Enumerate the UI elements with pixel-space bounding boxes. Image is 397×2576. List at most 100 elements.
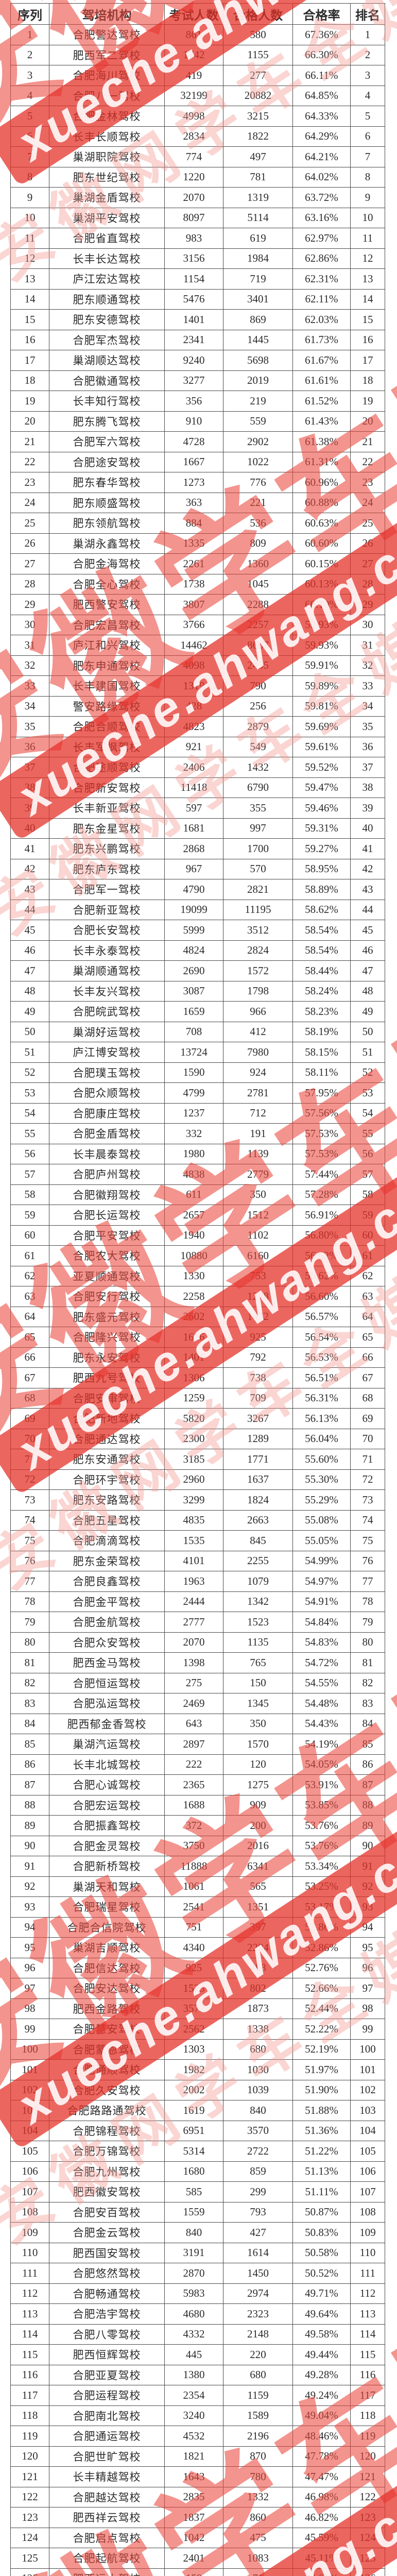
school-cell: 长丰精越驾校: [49, 2466, 165, 2487]
rate-cell: 45.59%: [292, 2527, 351, 2548]
sequence-cell: 123: [10, 2507, 49, 2528]
rate-cell: 53.91%: [292, 1774, 351, 1795]
examinees-cell: 4799: [164, 1082, 223, 1104]
sequence-cell: 99: [10, 2019, 49, 2040]
school-cell: 肥西徽安驾校: [49, 2181, 165, 2202]
examinees-cell: 4332: [164, 2324, 223, 2345]
table-row: 116 合肥亚夏驾校 1380 680 49.28% 116: [10, 2364, 385, 2385]
school-cell: 庐江博安驾校: [49, 1042, 165, 1063]
rate-cell: 49.58%: [292, 2324, 351, 2345]
examinees-cell: 1061: [164, 1876, 223, 1897]
school-cell: 合肥运程驾校: [49, 2385, 165, 2406]
examinees-cell: 5314: [164, 2141, 223, 2162]
table-row: 42 肥东庐东驾校 967 570 58.95% 42: [10, 858, 385, 879]
rate-cell: 59.69%: [292, 716, 351, 737]
rank-cell: 116: [350, 2364, 385, 2385]
table-row: 70 合肥通达驾校 2300 1289 56.04% 70: [10, 1428, 385, 1449]
rank-cell: 58: [350, 1184, 385, 1205]
table-row: 72 合肥环宇驾校 2960 1637 55.30% 72: [10, 1469, 385, 1490]
passed-cell: 2879: [223, 716, 293, 737]
table-row: 82 合肥恒运驾校 275 150 54.55% 82: [10, 1672, 385, 1693]
rank-cell: 23: [350, 472, 385, 493]
rank-cell: 92: [350, 1876, 385, 1897]
rate-cell: 60.96%: [292, 472, 351, 493]
sequence-cell: 89: [10, 1815, 49, 1836]
school-cell: 合肥慧安驾校: [49, 2019, 165, 2040]
rate-cell: 54.48%: [292, 1693, 351, 1714]
rank-cell: 13: [350, 268, 385, 290]
rate-cell: 62.86%: [292, 248, 351, 269]
school-cell: 肥西金路驾校: [49, 1998, 165, 2019]
table-row: 51 庐江博安驾校 13724 7980 58.15% 51: [10, 1042, 385, 1063]
table-row: 114 合肥八零驾校 4332 2148 49.58% 114: [10, 2324, 385, 2345]
header-passed: 合格人数: [223, 3, 293, 25]
passed-cell: 1570: [223, 1734, 293, 1755]
passed-cell: 1139: [223, 1143, 293, 1164]
sequence-cell: 61: [10, 1245, 49, 1266]
rank-cell: 14: [350, 289, 385, 310]
rate-cell: 51.11%: [292, 2181, 351, 2202]
passed-cell: 1824: [223, 1489, 293, 1511]
passed-cell: 1030: [223, 2059, 293, 2080]
sequence-cell: 102: [10, 2079, 49, 2100]
table-row: 54 合肥康庄驾校 1237 712 57.56% 54: [10, 1103, 385, 1124]
table-row: 88 合肥宏运驾校 1688 909 53.85% 88: [10, 1794, 385, 1816]
school-cell: 合肥省直驾校: [49, 228, 165, 249]
school-cell: 合肥安百驾校: [49, 2201, 165, 2223]
passed-cell: 2323: [223, 2303, 293, 2325]
school-cell: 合肥璞玉驾校: [49, 1062, 165, 1083]
rank-cell: 60: [350, 1225, 385, 1246]
passed-cell: 860: [223, 2507, 293, 2528]
examinees-cell: 4680: [164, 2303, 223, 2325]
table-row: 122 合肥越达驾校 2835 1332 46.98% 122: [10, 2486, 385, 2507]
school-cell: 合肥越达驾校: [49, 2486, 165, 2507]
school-cell: 庐江和兴驾校: [49, 635, 165, 656]
school-cell: 合肥新地驾校: [49, 1408, 165, 1429]
school-cell: 巢湖永鑫驾校: [49, 533, 165, 554]
examinees-cell: 4098: [164, 655, 223, 676]
examinees-cell: 1273: [164, 472, 223, 493]
rate-cell: 58.19%: [292, 1021, 351, 1042]
rank-cell: 76: [350, 1550, 385, 1571]
passed-cell: 809: [223, 533, 293, 554]
rate-cell: 61.38%: [292, 431, 351, 452]
table-row: 118 合肥南北驾校 3240 1589 49.04% 118: [10, 2405, 385, 2426]
examinees-cell: 4101: [164, 1550, 223, 1571]
school-cell: 合肥海川驾校: [49, 65, 165, 86]
rate-cell: 59.52%: [292, 757, 351, 778]
passed-cell: 8667: [223, 635, 293, 656]
school-cell: 巢湖顺通驾校: [49, 960, 165, 981]
examinees-cell: 1306: [164, 1367, 223, 1388]
passed-cell: 909: [223, 1794, 293, 1816]
table-body: 1 合肥警达驾校 861 580 67.36% 1 2 肥西军二驾校 1742 …: [10, 24, 385, 2576]
examinees-cell: 1742: [164, 44, 223, 65]
examinees-cell: 3766: [164, 614, 223, 635]
passed-cell: 1045: [223, 573, 293, 595]
rank-cell: 93: [350, 1896, 385, 1918]
school-cell: 巢湖金盾驾校: [49, 187, 165, 208]
table-row: 64 肥东盛元驾校 2602 1472 56.57% 64: [10, 1306, 385, 1327]
rate-cell: 60.15%: [292, 553, 351, 574]
school-cell: 合肥路路通驾校: [49, 2100, 165, 2121]
rate-cell: 60.60%: [292, 533, 351, 554]
school-cell: 合肥新亚驾校: [49, 899, 165, 920]
sequence-cell: 56: [10, 1143, 49, 1164]
rate-cell: 64.85%: [292, 85, 351, 106]
table-row: 39 长丰新亚驾校 597 355 59.46% 39: [10, 798, 385, 819]
examinees-cell: 2365: [164, 1774, 223, 1795]
school-cell: 长丰友兴驾校: [49, 980, 165, 1002]
passed-cell: 1332: [223, 2486, 293, 2507]
rank-cell: 67: [350, 1367, 385, 1388]
rank-cell: 2: [350, 44, 385, 65]
table-row: 75 合肥滴滴驾校 1535 845 55.05% 75: [10, 1530, 385, 1551]
rank-cell: 34: [350, 696, 385, 717]
passed-cell: 6790: [223, 777, 293, 798]
table-row: 89 合肥振鑫驾校 372 200 53.76% 89: [10, 1815, 385, 1836]
table-row: 111 合肥悠然驾校 2870 1450 50.52% 111: [10, 2263, 385, 2284]
rank-cell: 108: [350, 2201, 385, 2223]
rate-cell: 59.81%: [292, 696, 351, 717]
passed-cell: 565: [223, 1876, 293, 1897]
passed-cell: 738: [223, 1367, 293, 1388]
school-cell: 合肥八零驾校: [49, 2324, 165, 2345]
examinees-cell: 1688: [164, 1794, 223, 1816]
